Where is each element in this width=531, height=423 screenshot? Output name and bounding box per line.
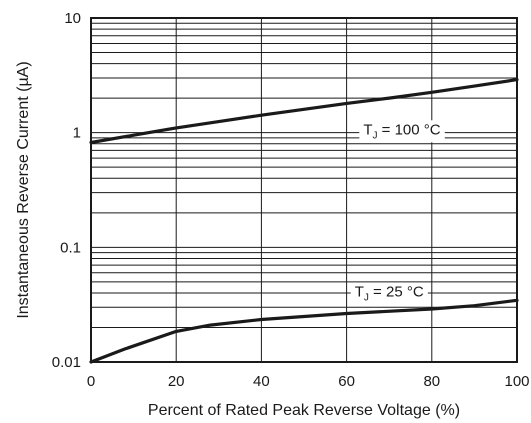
y-tick-label: 0.1 <box>60 239 81 256</box>
y-tick-label: 1 <box>73 125 81 142</box>
plot-frame <box>90 17 518 363</box>
x-tick-label: 0 <box>87 373 95 390</box>
x-tick-label: 40 <box>253 373 270 390</box>
x-tick-label: 100 <box>504 373 529 390</box>
grid <box>91 18 517 362</box>
series-line-100c <box>89 77 519 145</box>
annotation-bg-100c <box>359 120 445 143</box>
annotation-25c: TJ = 25 °C <box>355 284 424 304</box>
series-lines <box>89 77 519 364</box>
x-axis-label: Percent of Rated Peak Reverse Voltage (%… <box>148 402 460 419</box>
y-tick-label: 0.01 <box>52 354 81 371</box>
series-annotations: TJ = 100 °C TJ = 25 °C <box>350 120 445 305</box>
annotation-bg-25c <box>350 282 428 305</box>
series-line-25c <box>89 298 519 364</box>
y-axis-label: Instantaneous Reverse Current (µA) <box>15 61 32 318</box>
x-tick-label: 20 <box>168 373 185 390</box>
tick-labels: 0 20 40 60 80 100 0.01 0.1 1 10 <box>52 10 530 390</box>
y-tick-label: 10 <box>64 10 81 27</box>
x-tick-label: 80 <box>423 373 440 390</box>
annotation-100c: TJ = 100 °C <box>363 121 440 141</box>
x-tick-label: 60 <box>338 373 355 390</box>
